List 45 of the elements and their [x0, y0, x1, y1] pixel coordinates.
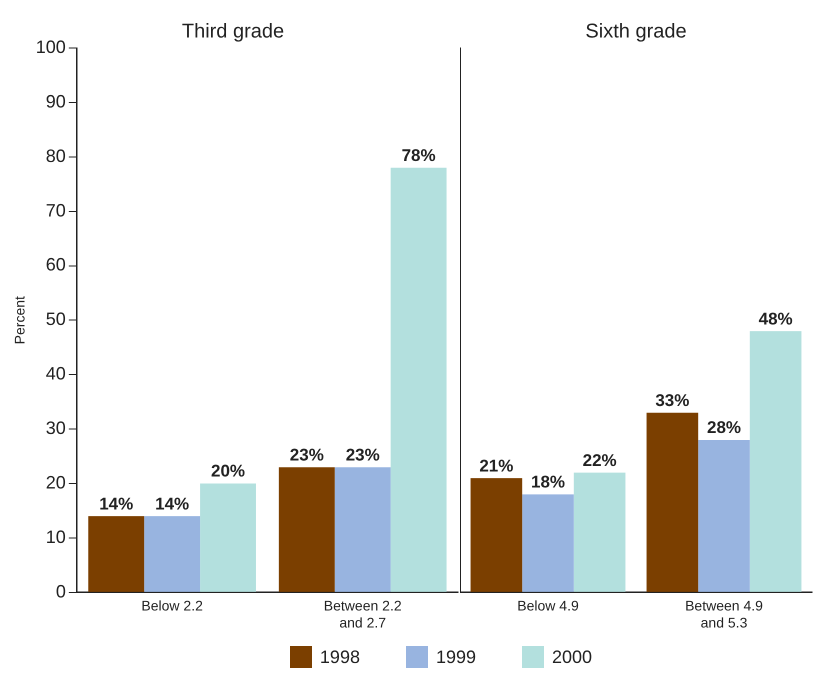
- y-tick-label: 40: [46, 364, 66, 384]
- bar: [646, 412, 698, 592]
- y-tick-label: 50: [46, 309, 66, 330]
- x-tick-label: Below 2.2: [141, 598, 204, 614]
- bar: [750, 331, 802, 592]
- data-label: 28%: [706, 418, 742, 438]
- data-label: 14%: [155, 494, 190, 514]
- data-label: 14%: [99, 494, 134, 514]
- bar: [278, 467, 335, 592]
- y-tick-label: 70: [46, 200, 66, 220]
- data-label: 23%: [346, 445, 380, 464]
- bar: [88, 516, 144, 592]
- y-tick-label: 0: [56, 581, 66, 602]
- y-tick-label: 20: [46, 472, 66, 492]
- bar: [334, 467, 391, 592]
- x-tick-label: Between 2.2 and 2.7: [324, 598, 402, 630]
- data-label: 20%: [211, 462, 246, 481]
- bar: [470, 478, 522, 592]
- legend-label: 1999: [436, 646, 476, 668]
- legend-label: 1998: [320, 646, 360, 668]
- legend-label: 2000: [552, 646, 592, 668]
- data-label: 18%: [530, 472, 566, 492]
- y-tick-label: 10: [46, 526, 66, 547]
- data-label: 48%: [758, 309, 793, 328]
- chart-title: Sixth grade: [585, 20, 687, 43]
- data-label: 21%: [479, 456, 514, 476]
- y-tick-label: 100: [36, 36, 66, 57]
- data-label: 22%: [582, 450, 617, 470]
- y-tick-label: 90: [46, 91, 66, 112]
- data-label: 23%: [290, 445, 324, 464]
- data-label: 33%: [655, 390, 690, 410]
- bar: [574, 472, 626, 592]
- x-tick-label: Below 4.9: [517, 598, 579, 614]
- x-tick-label: Between 4.9 and 5.3: [685, 598, 764, 630]
- y-axis-title: Percent: [11, 296, 28, 344]
- bar: [698, 440, 750, 592]
- data-label: 78%: [402, 146, 436, 165]
- y-tick-label: 30: [46, 418, 66, 438]
- bar: [144, 516, 200, 592]
- bar: [200, 484, 256, 592]
- y-tick-label: 80: [46, 146, 66, 166]
- chart-title: Third grade: [182, 20, 284, 43]
- y-tick-label: 60: [46, 254, 66, 275]
- bar: [390, 168, 447, 592]
- bar: [522, 494, 574, 592]
